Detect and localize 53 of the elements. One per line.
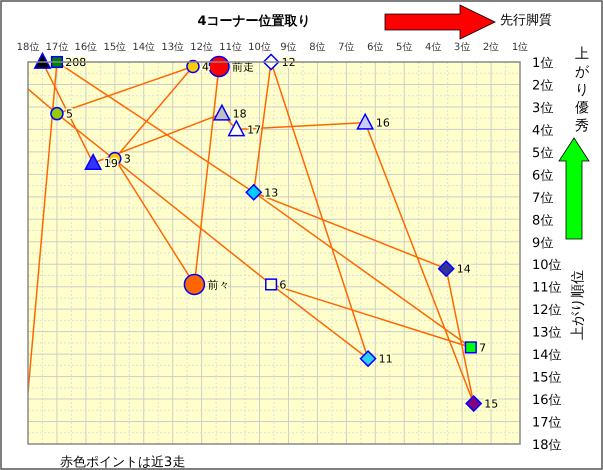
- x-tick-label: 12位: [190, 41, 214, 53]
- y-tick-label: 3位: [532, 100, 554, 116]
- y-tick-label: 14位: [532, 348, 562, 364]
- x-tick-label: 2位: [482, 41, 500, 53]
- series-label: 16: [376, 116, 390, 130]
- x-tick-label: 15位: [103, 41, 126, 53]
- series-label: 3: [124, 152, 131, 166]
- x-tick-label: 4位: [424, 41, 442, 53]
- series-label: 11: [378, 352, 393, 366]
- text: 先行脚質: [500, 13, 552, 28]
- y-tick-label: 5位: [532, 146, 554, 161]
- x-tick-label: 13位: [161, 41, 184, 53]
- series-label: 前々: [207, 278, 230, 292]
- y-tick-label: 7位: [532, 190, 554, 206]
- x-tick-label: 17位: [46, 41, 68, 53]
- y-tick-label: 12位: [532, 303, 562, 318]
- y-tick-label: 1位: [532, 56, 554, 71]
- text: 赤色ポイントは近3走: [60, 455, 186, 470]
- x-tick-label: 5位: [396, 41, 412, 53]
- x-tick-label: 1位: [512, 41, 528, 53]
- y-tick-label: 15位: [532, 370, 562, 386]
- series-label: 4: [202, 60, 209, 74]
- series-label: 15: [484, 398, 498, 411]
- y-tick-label: 4位: [532, 123, 554, 138]
- y-tick-label: 10位: [532, 258, 562, 274]
- x-tick-label: 14位: [132, 41, 156, 53]
- y-axis-title: 上がり順位: [570, 270, 586, 340]
- y-tick-label: 11位: [532, 280, 562, 296]
- y-tick-label: 18位: [532, 438, 562, 453]
- x-tick-label: 9位: [280, 41, 297, 53]
- x-tick-label: 7位: [338, 41, 355, 53]
- series-label: 14: [456, 262, 471, 276]
- y-tick-label: 9位: [532, 236, 554, 251]
- x-tick-label: 8位: [309, 41, 326, 53]
- chart-title: 4コーナー位置取り: [197, 14, 311, 29]
- y-tick-label: 8位: [532, 213, 554, 228]
- text: 上がり優秀: [575, 46, 590, 134]
- y-tick-label: 16位: [532, 393, 562, 408]
- x-tick-label: 18位: [16, 41, 40, 53]
- x-tick-label: 16位: [74, 41, 98, 53]
- series-label: 7: [479, 341, 486, 354]
- series-label: 6: [279, 278, 286, 292]
- series-label: 18: [232, 108, 247, 121]
- x-tick-label: 3位: [454, 41, 470, 53]
- y-tick-label: 13位: [532, 326, 562, 341]
- series-label: 前走: [232, 60, 254, 74]
- y-tick-label: 2位: [532, 78, 554, 94]
- x-tick-label: 10位: [248, 41, 271, 53]
- x-tick-label: 6位: [367, 41, 384, 53]
- y-tick-label: 6位: [532, 168, 554, 184]
- x-tick-label: 11位: [219, 41, 242, 53]
- series-label: 13: [264, 186, 278, 200]
- y-tick-label: 17位: [532, 416, 562, 431]
